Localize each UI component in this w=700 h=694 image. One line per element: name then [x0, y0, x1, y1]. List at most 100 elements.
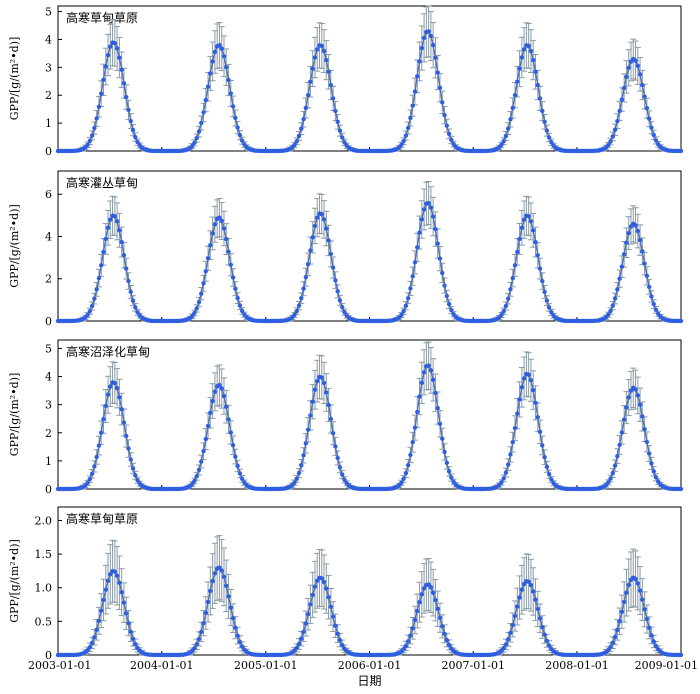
data-point — [208, 588, 213, 594]
data-point — [610, 303, 615, 308]
data-point — [433, 55, 438, 61]
y-tick-label: 1.5 — [35, 548, 53, 561]
data-point — [510, 275, 515, 281]
data-point — [101, 77, 106, 83]
data-point — [444, 123, 450, 128]
data-point — [305, 92, 311, 98]
data-point — [508, 630, 513, 636]
data-point — [121, 600, 127, 605]
data-point — [342, 477, 347, 482]
data-point — [619, 97, 625, 102]
data-point — [333, 444, 338, 449]
data-point — [408, 633, 413, 638]
data-point — [199, 629, 204, 635]
data-point — [621, 85, 627, 91]
data-point — [446, 642, 452, 648]
data-point — [546, 643, 552, 648]
data-point — [296, 303, 302, 308]
data-point — [319, 375, 324, 380]
data-point — [105, 578, 111, 583]
data-point — [233, 115, 238, 121]
data-point — [515, 79, 520, 84]
data-point — [89, 471, 95, 476]
data-point — [292, 312, 297, 318]
data-point — [440, 100, 445, 105]
data-point — [203, 269, 208, 274]
data-point — [239, 138, 245, 143]
data-point — [537, 616, 543, 621]
y-axis-label: GPP/[g/(m²•d)] — [8, 373, 21, 457]
data-point — [342, 309, 347, 315]
data-point — [305, 261, 311, 267]
data-point — [224, 236, 229, 242]
data-point — [528, 48, 534, 54]
data-point — [315, 378, 320, 384]
data-point — [501, 309, 506, 314]
data-point — [440, 270, 445, 276]
data-point — [531, 387, 536, 393]
data-point — [646, 284, 652, 290]
data-point — [89, 303, 95, 309]
data-point — [621, 599, 627, 605]
data-point — [189, 313, 195, 319]
data-point — [635, 393, 640, 398]
data-point — [619, 264, 625, 269]
data-point — [321, 217, 327, 222]
x-tick-label: 2004-01-01 — [130, 659, 193, 672]
data-point — [419, 592, 424, 597]
data-point — [312, 387, 318, 392]
data-point — [624, 590, 629, 595]
data-point — [526, 579, 531, 584]
y-tick-label: 4 — [45, 230, 52, 243]
data-point — [610, 640, 615, 645]
data-point — [649, 125, 654, 130]
data-point — [501, 139, 506, 144]
data-point — [642, 94, 647, 99]
data-point — [405, 296, 411, 301]
data-point — [644, 105, 650, 111]
data-point — [428, 205, 434, 210]
data-point — [321, 579, 327, 585]
data-point — [430, 590, 436, 595]
data-point — [126, 278, 131, 284]
data-point — [201, 281, 206, 286]
data-point — [335, 119, 340, 124]
data-point — [128, 118, 133, 124]
data-point — [235, 633, 240, 638]
data-point — [114, 386, 120, 391]
data-point — [328, 604, 334, 610]
data-point — [637, 72, 643, 77]
plot-frame — [57, 170, 682, 322]
data-point — [444, 293, 450, 299]
data-point — [533, 597, 538, 602]
data-point — [312, 55, 318, 60]
data-point — [217, 215, 222, 220]
data-point — [230, 443, 236, 448]
data-point — [99, 91, 104, 96]
data-point — [89, 133, 95, 138]
data-point — [92, 464, 97, 469]
data-point — [124, 611, 129, 616]
data-point — [124, 94, 129, 100]
data-point — [340, 304, 345, 310]
data-point — [653, 643, 659, 649]
data-point — [87, 476, 93, 482]
data-point — [508, 452, 513, 457]
data-point — [517, 397, 522, 402]
data-point — [540, 443, 545, 448]
data-point — [401, 476, 406, 482]
data-point — [549, 477, 554, 482]
data-point — [526, 43, 531, 49]
data-point — [192, 478, 197, 484]
data-point — [678, 318, 684, 324]
data-point — [301, 453, 306, 458]
data-point — [419, 217, 424, 222]
data-point — [612, 296, 618, 301]
data-point — [292, 142, 297, 148]
panel-4: 0 0.5 1.0 1.5 2.0 GPP/[g/(m²•d)] 高寒草甸草原 — [8, 506, 684, 662]
data-point — [515, 604, 520, 609]
data-point — [626, 65, 631, 70]
data-point — [312, 223, 318, 229]
data-point — [542, 289, 547, 295]
data-point — [412, 260, 418, 265]
